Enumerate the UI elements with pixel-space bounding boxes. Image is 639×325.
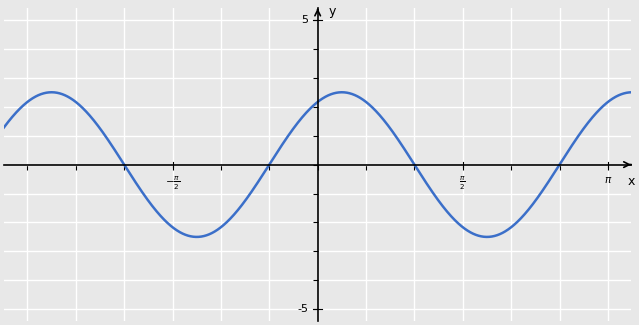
Text: $\frac{\pi}{2}$: $\frac{\pi}{2}$: [459, 175, 466, 192]
Text: x: x: [627, 175, 635, 188]
Text: $-\frac{\pi}{2}$: $-\frac{\pi}{2}$: [165, 175, 180, 192]
Text: y: y: [328, 5, 336, 18]
Text: 5: 5: [302, 15, 309, 25]
Text: -5: -5: [297, 304, 309, 314]
Text: $\pi$: $\pi$: [604, 175, 612, 185]
